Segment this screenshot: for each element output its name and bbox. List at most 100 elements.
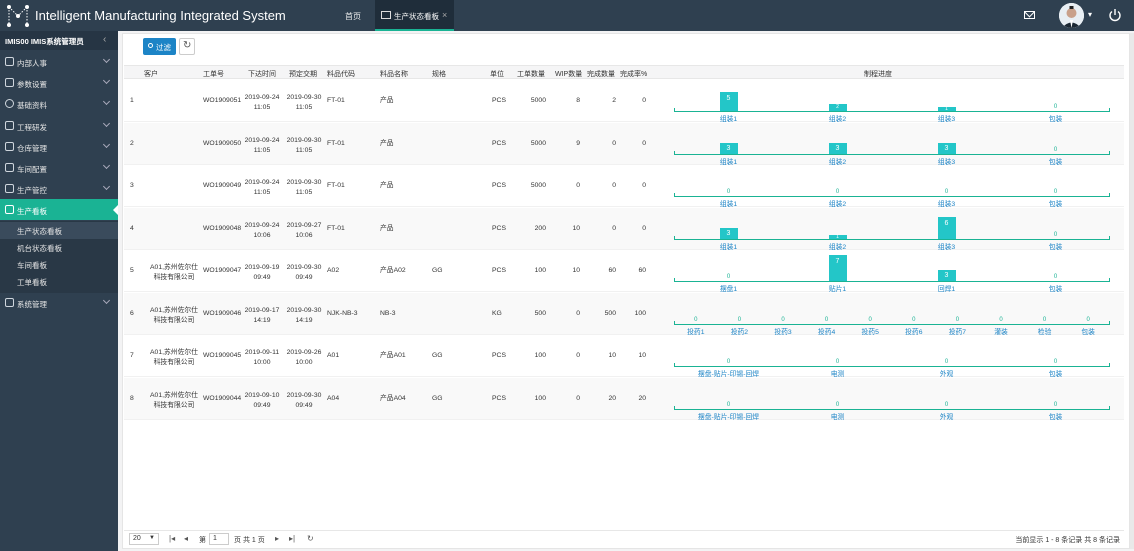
process-stage-label[interactable]: 投药2: [730, 328, 749, 336]
process-stage-label[interactable]: 回焊1: [937, 286, 956, 293]
col-wip-qty[interactable]: WIP数量: [555, 71, 583, 78]
sidebar-item-production-control[interactable]: 生产管控: [0, 178, 118, 199]
col-process-progress[interactable]: 制程进度: [864, 71, 892, 78]
process-stage-label[interactable]: 组装1: [719, 201, 738, 208]
process-stage-label[interactable]: 组装2: [828, 243, 847, 251]
refresh-icon[interactable]: ↻: [307, 534, 314, 543]
process-stage-label[interactable]: 投药5: [861, 328, 879, 336]
sidebar-item-warehouse[interactable]: 仓库管理: [0, 136, 118, 157]
process-stage-label[interactable]: 包装: [1081, 328, 1095, 336]
table-row[interactable]: 4 WO1909048 2019-09-24 10:06 2019-09-27 10:06…: [124, 207, 1124, 251]
next-page-icon[interactable]: ▸: [275, 534, 280, 543]
process-stage-label[interactable]: 组装3: [937, 158, 956, 166]
close-icon[interactable]: ×: [442, 10, 448, 20]
table-row[interactable]: 2 WO1909050 2019-09-24 11:05 2019-09-30 11:05…: [124, 122, 1124, 166]
sidebar-subitem-work-order-board[interactable]: 工单看板: [0, 273, 118, 290]
progress-bar[interactable]: 6: [937, 216, 956, 239]
col-item-name[interactable]: 料品名称: [380, 71, 408, 78]
sidebar-item-basic-data[interactable]: 基础资料: [0, 93, 118, 114]
process-stage-label[interactable]: 组装3: [937, 201, 956, 208]
prev-page-icon[interactable]: ◂: [184, 534, 189, 543]
nav-home-link[interactable]: 首页: [345, 12, 361, 21]
sidebar-item-engineering[interactable]: 工程研发: [0, 115, 118, 136]
col-unit[interactable]: 单位: [490, 71, 504, 78]
process-stage-label[interactable]: 检验: [1037, 328, 1052, 336]
process-stage-label[interactable]: 组装1: [719, 116, 738, 123]
process-stage-label[interactable]: 贴片1: [828, 286, 847, 293]
process-stage-label[interactable]: 外观: [939, 371, 954, 378]
progress-bar[interactable]: 5: [719, 92, 738, 111]
progress-bar[interactable]: 3: [937, 270, 956, 281]
process-stage-label[interactable]: 投药1: [687, 328, 705, 336]
process-stage-label[interactable]: 外观: [939, 413, 954, 421]
sidebar-item-system[interactable]: 系统管理: [0, 292, 118, 313]
process-stage-label[interactable]: 组装3: [937, 116, 956, 123]
avatar[interactable]: [1059, 3, 1084, 28]
power-icon[interactable]: [1108, 8, 1122, 22]
table-row[interactable]: 5 A01,苏州佐尔仕 科技有限公司 WO1909047 2019-09-19 09:49…: [124, 250, 1124, 293]
first-page-icon[interactable]: |◂: [169, 534, 176, 543]
progress-bar[interactable]: 2: [828, 104, 847, 111]
process-stage-label[interactable]: 投药3: [774, 328, 792, 336]
process-stage-label[interactable]: 包装: [1048, 243, 1063, 251]
progress-bar[interactable]: 7: [828, 255, 847, 281]
process-stage-label[interactable]: 组装2: [828, 201, 847, 208]
process-stage-label[interactable]: 投药4: [817, 328, 836, 336]
table-row[interactable]: 7 A01,苏州佐尔仕 科技有限公司 WO1909045 2019-09-11 10:00…: [124, 335, 1124, 378]
process-stage-label[interactable]: 包装: [1048, 201, 1063, 208]
col-spec[interactable]: 规格: [432, 71, 446, 78]
process-stage-label[interactable]: 组装2: [828, 116, 847, 123]
sidebar-item-params[interactable]: 参数设置: [0, 72, 118, 93]
table-row[interactable]: 6 A01,苏州佐尔仕 科技有限公司 WO1909046 2019-09-17 14:19…: [124, 292, 1124, 336]
table-row[interactable]: 1 WO1909051 2019-09-24 11:05 2019-09-30 11:05…: [124, 80, 1124, 123]
sidebar-item-production-board[interactable]: 生产看板: [0, 199, 118, 220]
col-order-qty[interactable]: 工单数量: [517, 71, 545, 78]
last-page-icon[interactable]: ▸|: [289, 534, 296, 543]
process-stage-label[interactable]: 包装: [1048, 413, 1063, 421]
progress-bar[interactable]: 3: [719, 142, 738, 154]
table-row[interactable]: 8 A01,苏州佐尔仕 科技有限公司 WO1909044 2019-09-10 09:49…: [124, 377, 1124, 421]
process-stage-label[interactable]: 包装: [1048, 371, 1063, 378]
col-done-qty[interactable]: 完成数量: [587, 71, 615, 78]
page-size-select[interactable]: 20 ▼: [129, 533, 159, 545]
col-done-rate[interactable]: 完成率%: [620, 71, 648, 78]
chevron-down-icon[interactable]: ▾: [1088, 10, 1093, 19]
progress-bar[interactable]: 3: [937, 142, 956, 154]
sidebar-subitem-machine-status[interactable]: 机台状态看板: [0, 239, 118, 256]
progress-bar[interactable]: 1: [828, 234, 847, 239]
process-stage-label[interactable]: 组装3: [937, 243, 956, 251]
sidebar-subitem-production-status[interactable]: 生产状态看板: [0, 222, 118, 239]
col-order-no[interactable]: 工单号: [203, 71, 224, 78]
col-customer[interactable]: 客户: [144, 71, 158, 78]
sidebar-item-workshop[interactable]: 车间配置: [0, 157, 118, 178]
refresh-button[interactable]: ↻: [179, 38, 195, 55]
progress-bar[interactable]: 3: [719, 227, 738, 239]
process-stage-label[interactable]: 组装2: [828, 158, 847, 166]
tab-production-status[interactable]: 生产状态看板 ×: [375, 0, 454, 31]
process-stage-label[interactable]: 摆盘1: [719, 286, 738, 293]
progress-bar[interactable]: 3: [828, 142, 847, 154]
process-stage-label[interactable]: 电测: [830, 413, 845, 421]
sidebar-subitem-workshop-board[interactable]: 车间看板: [0, 256, 118, 273]
scrollbar[interactable]: [1130, 33, 1134, 549]
page-number-input[interactable]: 1: [209, 533, 229, 545]
process-stage-label[interactable]: 组装1: [719, 158, 738, 166]
process-stage-label[interactable]: 摆盘-贴片-印锡-回焊: [697, 371, 760, 378]
process-stage-label[interactable]: 电测: [830, 371, 845, 378]
process-stage-label[interactable]: 包装: [1048, 286, 1063, 293]
process-stage-label[interactable]: 摆盘-贴片-印锡-回焊: [697, 413, 760, 421]
mail-icon[interactable]: [1024, 11, 1035, 19]
table-row[interactable]: 3 WO1909049 2019-09-24 11:05 2019-09-30 11:05…: [124, 165, 1124, 208]
process-stage-label[interactable]: 投药6: [905, 328, 923, 336]
col-issue-time[interactable]: 下达时间: [248, 71, 276, 78]
chevron-left-icon[interactable]: ‹: [103, 34, 107, 45]
process-stage-label[interactable]: 组装1: [719, 243, 738, 251]
col-due-date[interactable]: 预定交期: [289, 71, 317, 78]
process-stage-label[interactable]: 投药7: [948, 328, 967, 336]
process-stage-label[interactable]: 灌装: [994, 328, 1008, 336]
progress-bar[interactable]: 1: [937, 107, 956, 112]
col-item-code[interactable]: 料品代码: [327, 71, 355, 78]
sidebar-item-hr[interactable]: 内部人事: [0, 51, 118, 72]
process-stage-label[interactable]: 包装: [1048, 158, 1063, 166]
process-stage-label[interactable]: 包装: [1048, 116, 1063, 123]
